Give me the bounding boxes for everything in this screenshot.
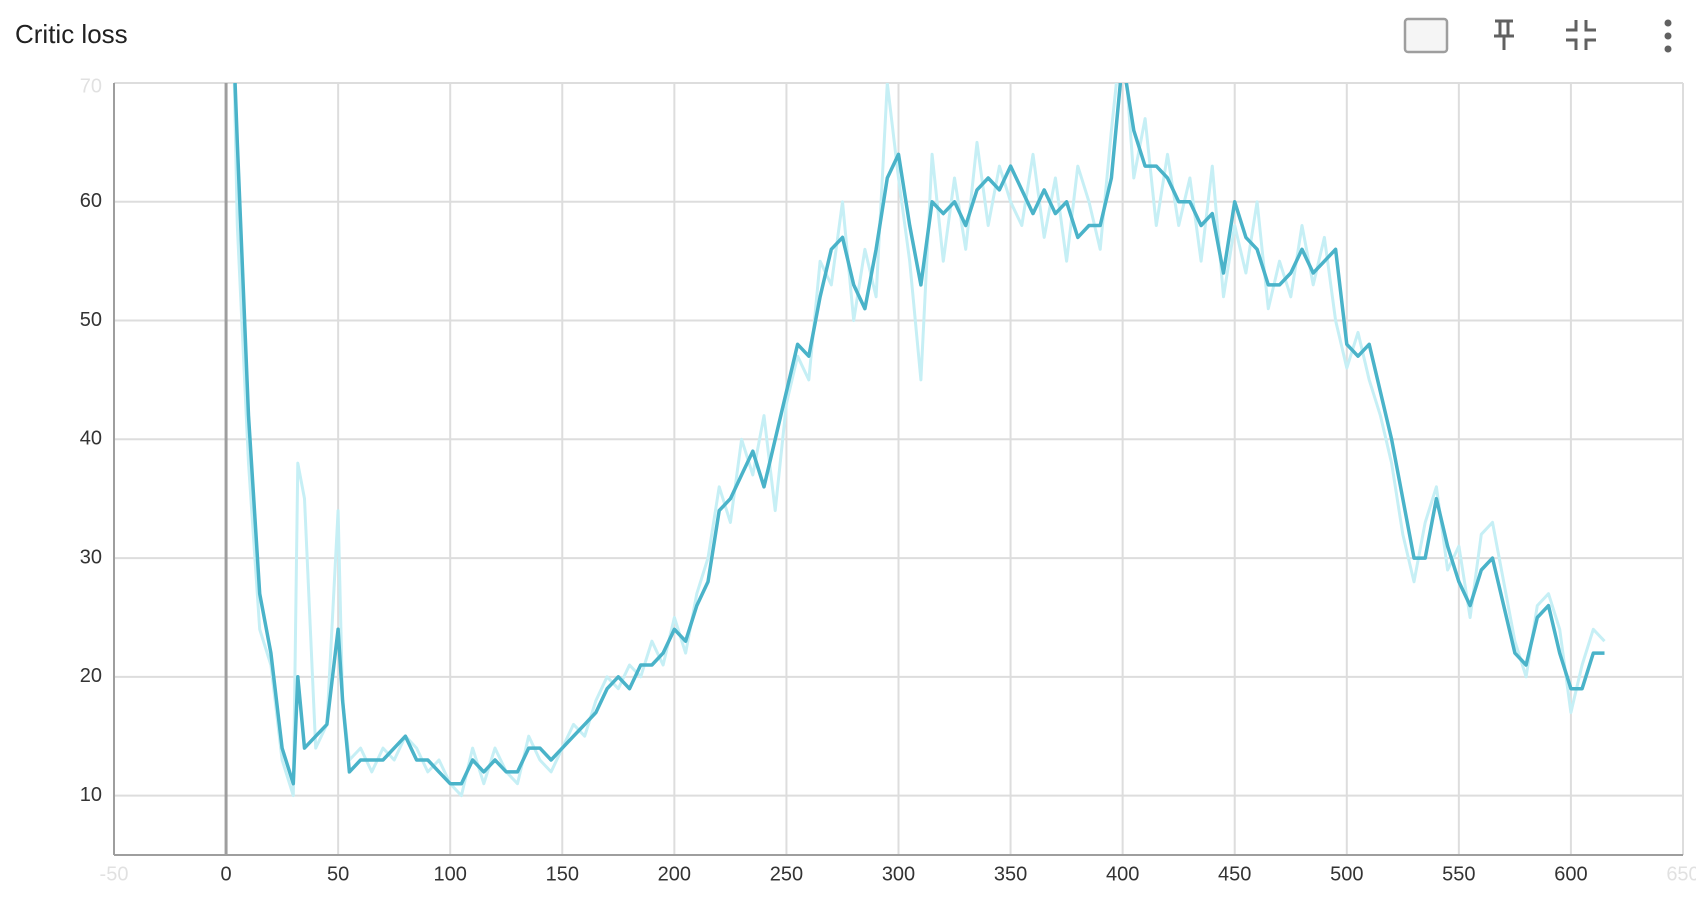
x-tick-label: 500 — [1330, 863, 1363, 885]
x-tick-label: 300 — [882, 863, 915, 885]
plot-area — [232, 83, 1606, 798]
x-tick-label: 50 — [327, 863, 349, 885]
x-tick-label: 250 — [770, 863, 803, 885]
x-tick-label: 550 — [1442, 863, 1475, 885]
y-tick-label: 10 — [80, 784, 102, 806]
collapse-button[interactable] — [1566, 20, 1596, 50]
x-tick-label: -50 — [100, 863, 129, 885]
x-tick-label: 450 — [1218, 863, 1251, 885]
pin-button[interactable] — [1494, 19, 1514, 50]
x-tick-label: 0 — [221, 863, 232, 885]
toolbar — [1403, 17, 1672, 54]
x-tick-label: 150 — [546, 863, 579, 885]
fit-button[interactable] — [1403, 17, 1449, 54]
y-tick-label: 20 — [80, 665, 102, 687]
x-tick-label: 200 — [658, 863, 691, 885]
y-tick-label: 50 — [80, 309, 102, 331]
x-tick-label: 600 — [1554, 863, 1587, 885]
x-tick-label: 100 — [434, 863, 467, 885]
x-tick-label: 650 — [1666, 863, 1696, 885]
y-tick-label: 30 — [80, 546, 102, 568]
y-tick-label: 60 — [80, 190, 102, 212]
x-tick-label: 350 — [994, 863, 1027, 885]
chart-title: Critic loss — [15, 19, 128, 49]
series-line — [233, 83, 1605, 786]
y-tick-label: 40 — [80, 428, 102, 450]
menu-button[interactable] — [1664, 19, 1672, 53]
series-line — [232, 83, 1606, 798]
y-tick-label: 70 — [80, 75, 102, 97]
x-tick-label: 400 — [1106, 863, 1139, 885]
